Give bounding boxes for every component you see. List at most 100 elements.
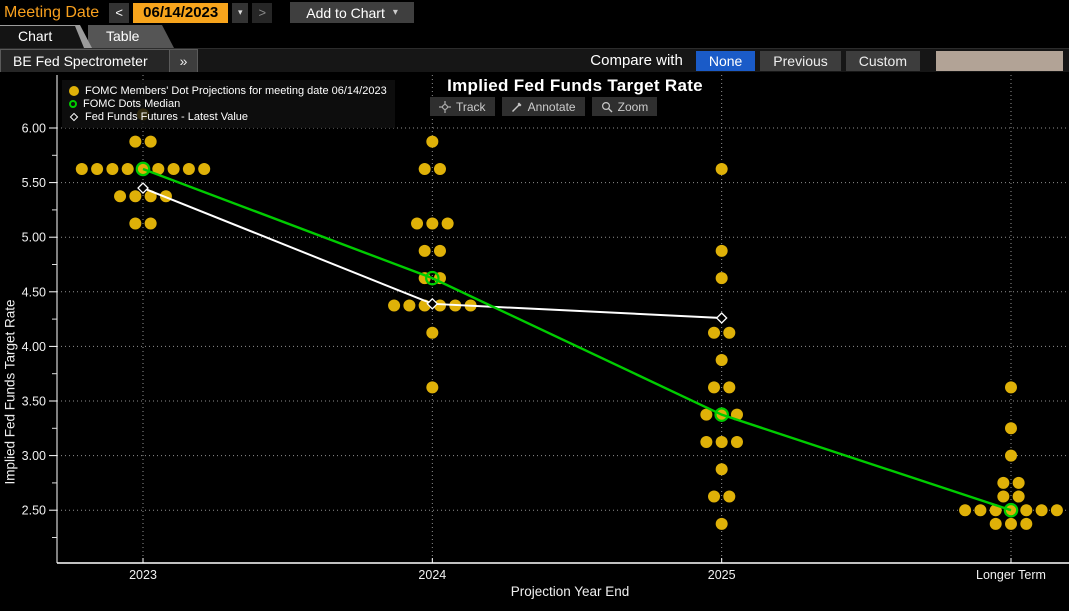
- y-tick-label: 4.50: [22, 285, 46, 299]
- dot-marker-icon: [69, 85, 79, 96]
- fomc-dot: [144, 217, 157, 230]
- tab-chart-label: Chart: [18, 28, 53, 44]
- track-button[interactable]: Track: [430, 97, 495, 116]
- fomc-dot: [708, 490, 721, 503]
- compare-none-button[interactable]: None: [695, 50, 756, 71]
- fomc-dot: [723, 326, 736, 339]
- fomc-dot: [418, 244, 431, 257]
- compare-custom-button[interactable]: Custom: [845, 50, 920, 71]
- fomc-dot: [715, 463, 728, 476]
- median-ring-marker: [135, 161, 151, 177]
- track-icon: [439, 100, 451, 113]
- fomc-dot: [715, 435, 728, 448]
- fomc-dot: [182, 162, 195, 175]
- fomc-dot: [426, 326, 439, 339]
- x-axis-label: Projection Year End: [511, 584, 630, 599]
- fomc-dot: [715, 354, 728, 367]
- annotate-icon: [511, 102, 522, 112]
- fomc-dot: [715, 517, 728, 530]
- fomc-dot: [1050, 504, 1063, 517]
- fomc-dot: [129, 135, 142, 148]
- compare-previous-button[interactable]: Previous: [760, 50, 841, 71]
- fomc-dot: [433, 299, 446, 312]
- meeting-date-label: Meeting Date: [4, 3, 100, 21]
- fomc-dot: [129, 190, 142, 203]
- tab-chart[interactable]: Chart: [0, 25, 92, 48]
- sub-bar: BE Fed Spectrometer » Compare with None …: [0, 48, 1069, 73]
- fomc-dot: [730, 435, 743, 448]
- add-to-chart-label: Add to Chart: [306, 4, 385, 21]
- fomc-dot: [1020, 504, 1033, 517]
- fomc-dot: [700, 435, 713, 448]
- fomc-dot: [144, 135, 157, 148]
- x-tick-label: 2024: [418, 568, 446, 582]
- x-tick-label: 2023: [129, 568, 157, 582]
- tab-bar: Chart Table: [0, 25, 1069, 48]
- median-ring-marker: [1003, 502, 1019, 518]
- add-to-chart-button[interactable]: Add to Chart ▾: [290, 2, 414, 23]
- fomc-dot: [1004, 422, 1017, 435]
- chart-title: Implied Fed Funds Target Rate: [447, 76, 703, 95]
- next-date-button[interactable]: >: [252, 2, 273, 23]
- fomc-dot: [959, 504, 972, 517]
- y-axis-label: Implied Fed Funds Target Rate: [2, 299, 18, 485]
- fomc-dot: [418, 162, 431, 175]
- fomc-dot: [708, 326, 721, 339]
- open-circle-icon: [69, 99, 77, 108]
- compare-group: Compare with None Previous Custom: [590, 50, 920, 71]
- date-value-field[interactable]: 06/14/2023: [133, 2, 229, 23]
- legend-item-futures: Fed Funds Futures - Latest Value: [69, 110, 387, 123]
- date-range-scrollbar[interactable]: [936, 50, 1063, 71]
- y-tick-label: 5.00: [22, 231, 46, 245]
- median-line: [142, 167, 1012, 512]
- chevron-down-icon: ▾: [392, 7, 398, 18]
- fomc-dot: [426, 381, 439, 394]
- fomc-dot: [997, 490, 1010, 503]
- fomc-dot: [723, 490, 736, 503]
- fomc-dot: [974, 504, 987, 517]
- fomc-dot: [700, 408, 713, 421]
- y-tick-label: 2.50: [22, 504, 46, 518]
- fomc-dot: [1004, 449, 1017, 462]
- zoom-icon: [601, 101, 613, 112]
- zoom-label: Zoom: [617, 99, 649, 114]
- fomc-dot: [403, 299, 416, 312]
- open-diamond-icon: [69, 112, 79, 121]
- futures-diamond-marker: [715, 312, 728, 324]
- fomc-dot: [433, 244, 446, 257]
- fomc-dot: [433, 162, 446, 175]
- fomc-dot: [75, 162, 88, 175]
- app-title: BE Fed Spectrometer: [0, 48, 170, 73]
- median-ring-marker: [425, 270, 440, 286]
- annotate-button[interactable]: Annotate: [501, 97, 585, 116]
- zoom-button[interactable]: Zoom: [591, 97, 658, 116]
- fomc-dot: [1020, 517, 1033, 530]
- expand-button[interactable]: »: [170, 48, 198, 73]
- legend-label: Fed Funds Futures - Latest Value: [85, 110, 249, 123]
- fomc-dot: [1004, 517, 1017, 530]
- prev-date-button[interactable]: <: [109, 2, 130, 23]
- top-bar: Meeting Date < 06/14/2023 ▾ > Add to Cha…: [0, 0, 1069, 25]
- dot-plot-canvas[interactable]: 2.50 3.00 3.50 4.00 4.50 5.00 5.50 6.00 2023 2024…: [0, 72, 1069, 611]
- fomc-dot: [989, 517, 1002, 530]
- annotate-label: Annotate: [527, 99, 576, 114]
- fomc-dot: [91, 162, 104, 175]
- chart-panel: 2.50 3.00 3.50 4.00 4.50 5.00 5.50 6.00 2023 2024…: [0, 72, 1069, 611]
- fomc-dot: [129, 217, 142, 230]
- fomc-dot: [723, 381, 736, 394]
- median-ring-marker: [714, 407, 729, 422]
- fomc-dot: [426, 135, 439, 148]
- date-dropdown-button[interactable]: ▾: [232, 2, 249, 23]
- legend-label: FOMC Members' Dot Projections for meetin…: [85, 84, 387, 97]
- tab-table[interactable]: Table: [88, 25, 174, 48]
- fomc-dot: [708, 381, 721, 394]
- fomc-dot: [715, 162, 728, 175]
- fomc-dot: [121, 162, 134, 175]
- futures-diamond-marker: [426, 297, 439, 310]
- fomc-dot: [1012, 476, 1025, 489]
- fomc-dot: [426, 217, 439, 230]
- x-tick-label: 2025: [708, 568, 736, 582]
- fomc-dot: [1004, 381, 1017, 394]
- track-label: Track: [456, 99, 486, 114]
- fomc-dot: [167, 162, 180, 175]
